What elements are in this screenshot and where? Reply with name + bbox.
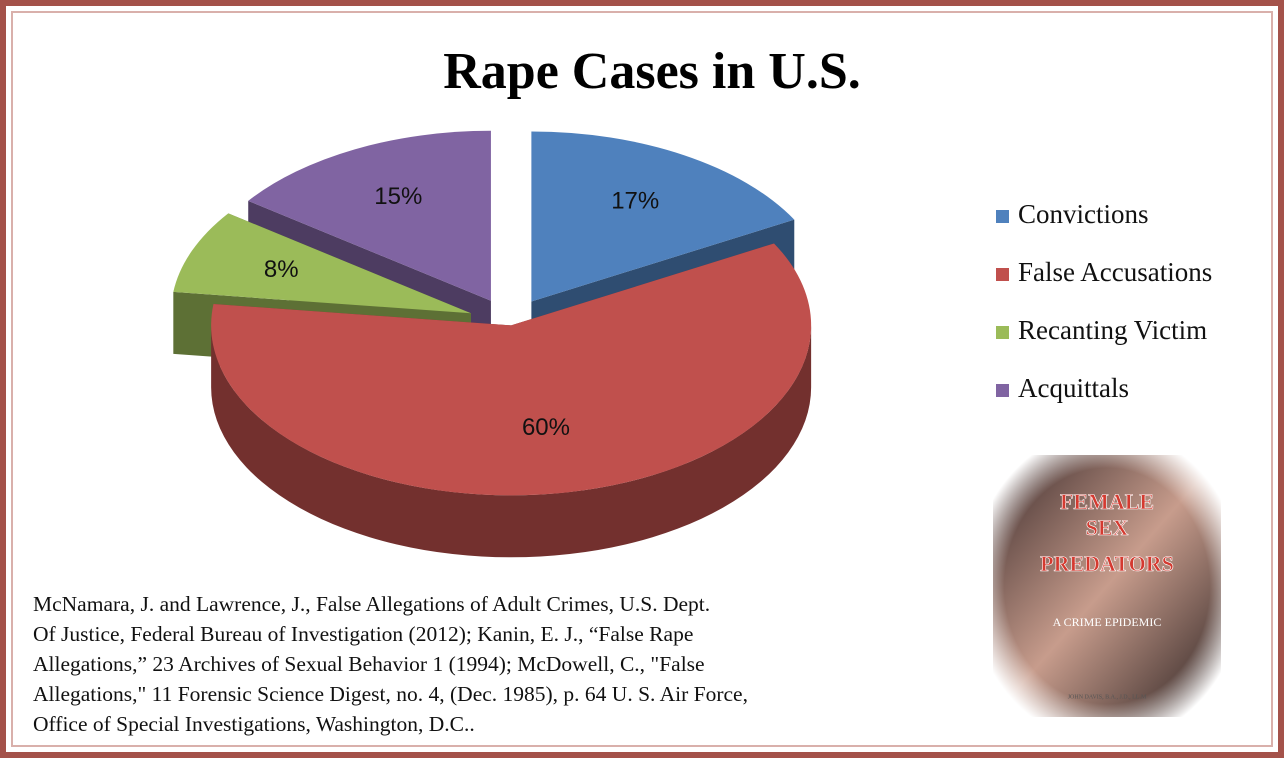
source-line: Allegations," 11 Forensic Science Digest… (33, 682, 748, 706)
legend-label: Convictions (1018, 199, 1149, 229)
data-label: 17% (611, 187, 659, 214)
source-line: Allegations,” 23 Archives of Sexual Beha… (33, 652, 705, 676)
source-line: Office of Special Investigations, Washin… (33, 712, 475, 736)
chart-title: Rape Cases in U.S. (443, 43, 861, 100)
cover-text-line: SEX (1086, 515, 1129, 540)
cover-text-line: FEMALE (1060, 489, 1154, 514)
legend-label: Recanting Victim (1018, 315, 1207, 345)
legend-swatch (996, 210, 1009, 223)
legend-swatch (996, 326, 1009, 339)
legend-swatch (996, 268, 1009, 281)
cover-text-line: JOHN DAVIS, B.A., J.D., LL.M (1068, 694, 1147, 700)
cover-text-line: A CRIME EPIDEMIC (1053, 615, 1162, 629)
source-line: Of Justice, Federal Bureau of Investigat… (33, 622, 693, 646)
cover-text-line: PREDATORS (1040, 551, 1174, 576)
legend-label: False Accusations (1018, 257, 1212, 287)
legend-label: Acquittals (1018, 373, 1129, 403)
data-label: 60% (522, 414, 570, 441)
data-label: 15% (374, 183, 422, 210)
legend-swatch (996, 384, 1009, 397)
chart: Rape Cases in U.S. 17% 60% 8% 15% Convictio… (0, 0, 1284, 758)
source-line: McNamara, J. and Lawrence, J., False All… (33, 592, 710, 616)
data-label: 8% (264, 256, 299, 283)
